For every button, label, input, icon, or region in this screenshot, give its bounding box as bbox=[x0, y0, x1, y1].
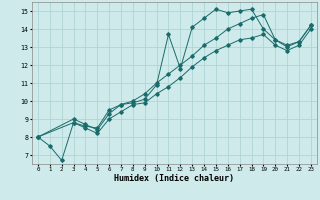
X-axis label: Humidex (Indice chaleur): Humidex (Indice chaleur) bbox=[115, 174, 234, 183]
